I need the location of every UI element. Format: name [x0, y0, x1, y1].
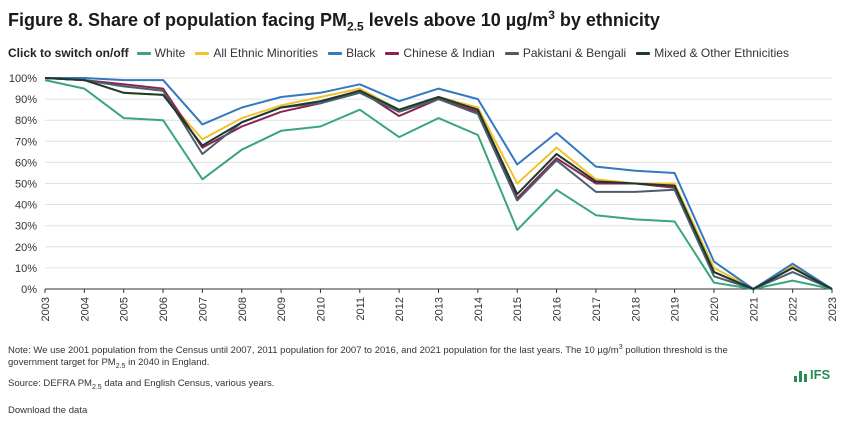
legend-swatch — [195, 51, 210, 55]
ifs-logo: IFS — [794, 368, 830, 382]
bar-chart-icon — [794, 371, 807, 382]
note-text-2: pollution threshold is the — [622, 345, 728, 357]
x-tick-label: 2023 — [827, 297, 839, 321]
y-tick-label: 70% — [15, 136, 37, 148]
y-tick-label: 20% — [15, 242, 37, 254]
note-subscript: 2.5 — [115, 363, 126, 371]
y-tick-label: 90% — [15, 94, 37, 106]
y-tick-label: 10% — [15, 263, 37, 275]
legend-swatch — [385, 51, 400, 55]
title-subscript: 2.5 — [347, 19, 364, 34]
legend-item-label: All Ethnic Minorities — [213, 46, 319, 60]
title-text-3: by ethnicity — [554, 10, 660, 30]
legend-item-label: Mixed & Other Ethnicities — [654, 46, 789, 60]
x-tick-label: 2022 — [788, 297, 800, 321]
x-tick-label: 2010 — [315, 297, 327, 321]
legend-swatch — [328, 51, 343, 55]
legend-item-white[interactable]: White — [136, 46, 186, 60]
legend-item-black[interactable]: Black — [328, 46, 375, 60]
x-tick-label: 2015 — [512, 297, 524, 321]
note-text-1: Note: We use 2001 population from the Ce… — [8, 345, 619, 357]
x-tick-label: 2014 — [473, 297, 485, 321]
source-text-2: data and English Census, various years. — [101, 378, 275, 389]
x-tick-label: 2008 — [237, 297, 249, 321]
chart-title: Figure 8. Share of population facing PM2… — [8, 8, 660, 34]
x-tick-label: 2020 — [709, 297, 721, 321]
y-tick-label: 60% — [15, 157, 37, 169]
x-tick-label: 2007 — [197, 297, 209, 321]
x-tick-label: 2005 — [119, 297, 131, 321]
y-tick-label: 40% — [15, 200, 37, 212]
x-tick-label: 2021 — [748, 297, 760, 321]
title-text-1: Figure 8. Share of population facing PM — [8, 10, 348, 30]
legend-swatch — [504, 51, 519, 55]
source-subscript: 2.5 — [91, 383, 102, 391]
logo-text: IFS — [810, 367, 831, 382]
legend-item-chinese-indian[interactable]: Chinese & Indian — [385, 46, 495, 60]
y-tick-label: 30% — [15, 221, 37, 233]
source-text-1: Source: DEFRA PM — [8, 378, 92, 389]
legend-swatch — [636, 51, 651, 55]
title-text-2: levels above 10 µg/m — [363, 10, 549, 30]
note-text-4: in 2040 in England. — [125, 357, 210, 369]
x-tick-label: 2013 — [434, 297, 446, 321]
x-tick-label: 2018 — [630, 297, 642, 321]
series-line-mixed-other-ethnicities — [44, 77, 833, 290]
legend-item-label: Chinese & Indian — [403, 46, 495, 60]
x-tick-label: 2003 — [40, 297, 52, 321]
x-tick-label: 2004 — [79, 297, 91, 321]
note-superscript: 3 — [618, 344, 623, 351]
chart-source: Source: DEFRA PM2.5 data and English Cen… — [8, 378, 274, 391]
legend-item-mixed-other-ethnicities[interactable]: Mixed & Other Ethnicities — [636, 46, 789, 60]
legend-item-pakistani-bengali[interactable]: Pakistani & Bengali — [504, 46, 627, 60]
note-text-3: government target for PM — [8, 357, 116, 369]
legend-item-label: Black — [346, 46, 376, 60]
x-tick-label: 2011 — [355, 297, 367, 321]
x-tick-label: 2017 — [591, 297, 603, 321]
y-tick-label: 80% — [15, 115, 37, 127]
x-tick-label: 2009 — [276, 297, 288, 321]
legend-items: White All Ethnic Minorities Black Chinese &… — [136, 46, 799, 60]
chart-note: Note: We use 2001 population from the Ce… — [8, 342, 808, 373]
legend-swatch — [136, 51, 151, 55]
download-data-link[interactable]: Download the data — [8, 405, 88, 416]
title-superscript: 3 — [548, 8, 555, 22]
x-tick-label: 2019 — [670, 297, 682, 321]
x-tick-label: 2012 — [394, 297, 406, 321]
legend-label: Click to switch on/off — [8, 46, 129, 60]
legend-item-label: Pakistani & Bengali — [522, 46, 627, 60]
legend: Click to switch on/off White All Ethnic M… — [8, 46, 799, 60]
series-line-white — [44, 79, 833, 290]
x-tick-label: 2016 — [552, 297, 564, 321]
legend-item-all-ethnic-minorities[interactable]: All Ethnic Minorities — [195, 46, 318, 60]
y-tick-label: 50% — [15, 179, 37, 191]
line-chart: 0% 10% 20% 30% 40% 50% 60% 70% 80% 90% 100% 2003 200… — [9, 73, 839, 321]
legend-item-label: White — [154, 46, 186, 60]
series-line-black — [45, 77, 833, 290]
y-tick-label: 0% — [21, 284, 37, 296]
y-tick-label: 100% — [9, 73, 37, 85]
x-tick-label: 2006 — [158, 297, 170, 321]
